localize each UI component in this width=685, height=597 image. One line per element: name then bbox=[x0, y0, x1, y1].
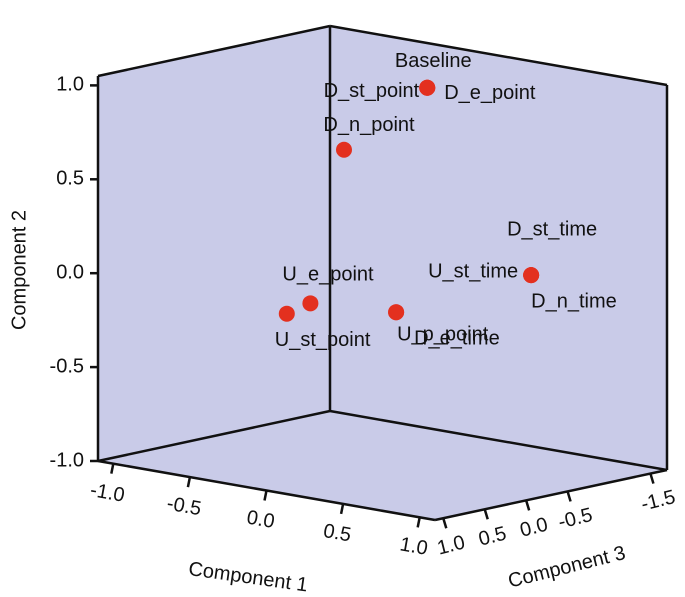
y-tick-label: 0.5 bbox=[56, 168, 84, 190]
z-tick bbox=[524, 499, 531, 511]
z-axis-title: Component 3 bbox=[506, 542, 628, 592]
box-edge bbox=[329, 409, 668, 472]
y-tick-label: -0.5 bbox=[50, 355, 84, 377]
point-label: D_n_time bbox=[531, 290, 617, 312]
z-tick-label: 0.0 bbox=[518, 514, 550, 542]
z-tick-label: 1.0 bbox=[435, 531, 467, 559]
y-axis-title: Component 2 bbox=[8, 210, 30, 330]
x-tick bbox=[416, 517, 421, 528]
point-label: U_st_time bbox=[428, 260, 518, 282]
box-edge bbox=[329, 24, 668, 87]
walls bbox=[96, 24, 669, 522]
box-edge bbox=[434, 468, 668, 522]
data-point bbox=[419, 79, 436, 96]
box-edge bbox=[97, 24, 331, 78]
y-tick-label: -1.0 bbox=[50, 449, 84, 471]
z-tick-label: 0.5 bbox=[476, 523, 508, 551]
x-tick-label: 0.5 bbox=[322, 520, 353, 546]
point-label: D_n_point bbox=[323, 114, 415, 136]
point-label: Baseline bbox=[395, 50, 472, 72]
y-tick-label: 0.0 bbox=[56, 261, 84, 283]
x-tick bbox=[186, 476, 192, 488]
z-tick-label: -1.5 bbox=[639, 486, 678, 516]
point-label: U_e_point bbox=[282, 264, 374, 286]
point-label: D_e_point bbox=[444, 82, 536, 104]
x-tick-label: -0.5 bbox=[165, 493, 203, 521]
x-tick bbox=[263, 490, 268, 501]
point-label: D_st_time bbox=[507, 218, 597, 240]
z-tick-label: -0.5 bbox=[556, 504, 595, 534]
point-label: D_e_time bbox=[414, 327, 500, 349]
z-tick bbox=[566, 491, 572, 502]
data-point bbox=[336, 141, 353, 158]
z-tick bbox=[483, 508, 489, 520]
data-point bbox=[302, 295, 319, 312]
back-wall bbox=[330, 26, 667, 470]
y-tick-label: 1.0 bbox=[56, 74, 84, 96]
x-axis-title: Component 1 bbox=[187, 558, 309, 596]
point-label: U_st_point bbox=[275, 329, 371, 351]
x-tick bbox=[110, 463, 115, 474]
box-edge bbox=[97, 409, 331, 463]
x-tick-label: 0.0 bbox=[245, 507, 276, 533]
z-tick bbox=[442, 517, 448, 529]
point-label: D_st_point bbox=[324, 80, 420, 102]
data-point bbox=[278, 305, 295, 322]
data-point bbox=[388, 304, 405, 321]
z-tick bbox=[649, 473, 655, 484]
data-point bbox=[523, 267, 540, 284]
x-tick bbox=[339, 503, 345, 515]
point-label: U_p_point bbox=[397, 323, 489, 345]
left-wall bbox=[98, 26, 330, 461]
x-tick-label: -1.0 bbox=[89, 479, 127, 507]
floor bbox=[98, 411, 667, 520]
x-tick-label: 1.0 bbox=[398, 533, 429, 559]
